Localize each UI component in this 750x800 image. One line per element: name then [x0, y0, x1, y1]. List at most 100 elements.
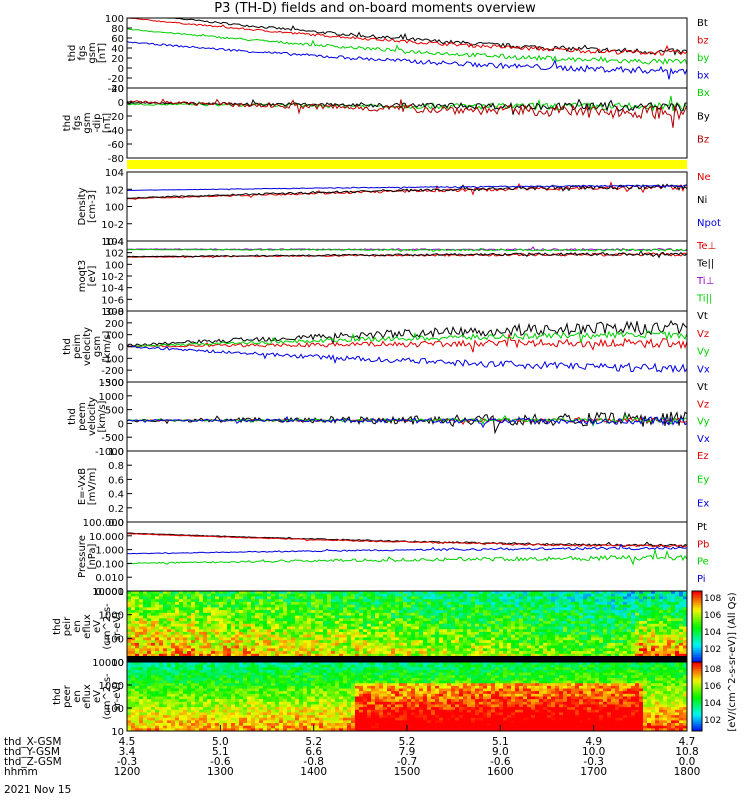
heat-cell: [371, 648, 376, 652]
heat-cell: [367, 593, 372, 597]
heat-cell: [627, 610, 632, 614]
heat-cell: [651, 637, 656, 641]
heat-cell: [579, 604, 584, 608]
heat-cell: [199, 685, 204, 690]
heat-cell: [487, 631, 492, 636]
heat-cell: [163, 720, 168, 724]
heat-cell: [135, 699, 140, 703]
heat-cell: [591, 645, 596, 649]
heat-cell: [447, 610, 452, 614]
heat-cell: [671, 623, 676, 627]
heat-cell: [171, 691, 176, 695]
heat-cell: [299, 696, 304, 700]
heat-cell: [459, 634, 464, 638]
heat-cell: [131, 717, 136, 721]
heat-cell: [227, 607, 232, 611]
heat-cell: [579, 642, 584, 647]
heat-cell: [207, 667, 212, 671]
heat-cell: [239, 669, 244, 674]
heat-cell: [231, 623, 236, 627]
heat-cell: [267, 651, 272, 655]
heat-cell: [247, 637, 252, 641]
heat-cell: [623, 604, 628, 608]
heat-cell: [659, 593, 664, 597]
heat-cell: [171, 701, 176, 705]
ytick-label: 20: [111, 54, 124, 65]
heat-cell: [683, 642, 688, 647]
ytick-label: -300: [101, 378, 124, 389]
panel-2: [126, 87, 688, 159]
heat-cell: [559, 591, 564, 595]
heat-cell: [559, 640, 564, 644]
heat-cell: [147, 607, 152, 611]
heat-cell: [139, 664, 144, 668]
heat-cell: [295, 601, 300, 606]
heat-cell: [275, 709, 280, 713]
heat-cell: [451, 591, 456, 595]
heat-cell: [479, 607, 484, 611]
heat-cell: [527, 612, 532, 617]
heat-cell: [455, 591, 460, 595]
heat-cell: [507, 612, 512, 617]
heat-cell: [275, 653, 280, 658]
heat-cell: [483, 623, 488, 627]
heat-cell: [643, 596, 648, 600]
heat-cell: [155, 604, 160, 608]
heat-cell: [211, 640, 216, 644]
heat-cell: [215, 699, 220, 703]
heat-cell: [183, 651, 188, 655]
heat-cell: [543, 623, 548, 627]
heat-cell: [215, 662, 220, 666]
y-axis-label: thd: [67, 408, 78, 425]
heat-cell: [535, 593, 540, 597]
heat-cell: [583, 599, 588, 603]
heat-cell: [523, 653, 528, 658]
heat-cell: [639, 599, 644, 603]
heat-cell: [435, 648, 440, 652]
heat-cell: [459, 593, 464, 597]
heat-cell: [535, 645, 540, 649]
heat-cell: [655, 612, 660, 617]
heat-cell: [291, 629, 296, 633]
heat-cell: [219, 621, 224, 625]
heat-cell: [455, 610, 460, 614]
heat-cell: [195, 693, 200, 697]
heat-cell: [599, 591, 604, 595]
heat-cell: [423, 593, 428, 597]
heat-cell: [255, 662, 260, 666]
heat-cell: [459, 637, 464, 641]
heat-cell: [215, 723, 220, 727]
heat-cell: [471, 651, 476, 655]
heat-cell: [571, 645, 576, 649]
heat-cell: [591, 607, 596, 611]
heat-cell: [191, 685, 196, 690]
heat-cell: [207, 701, 212, 705]
heat-cell: [327, 621, 332, 625]
heat-cell: [359, 593, 364, 597]
heat-cell: [191, 648, 196, 652]
heat-cell: [283, 723, 288, 727]
heat-cell: [411, 642, 416, 647]
heat-cell: [167, 612, 172, 617]
heat-cell: [499, 651, 504, 655]
y-axis-label: gsm: [82, 112, 93, 133]
heat-cell: [371, 653, 376, 658]
heat-cell: [231, 645, 236, 649]
heat-cell: [291, 601, 296, 606]
heat-cell: [239, 704, 244, 708]
heat-cell: [251, 677, 256, 682]
heat-cell: [215, 704, 220, 708]
heat-cell: [363, 615, 368, 619]
heat-cell: [675, 629, 680, 633]
heat-cell: [631, 612, 636, 617]
heat-cell: [283, 623, 288, 627]
heat-cell: [187, 707, 192, 711]
heat-cell: [199, 593, 204, 597]
heat-cell: [227, 631, 232, 636]
heat-cell: [435, 645, 440, 649]
legend-by: by: [697, 53, 709, 64]
heat-cell: [147, 626, 152, 630]
heat-cell: [131, 699, 136, 703]
heat-cell: [207, 693, 212, 697]
heat-cell: [399, 610, 404, 614]
